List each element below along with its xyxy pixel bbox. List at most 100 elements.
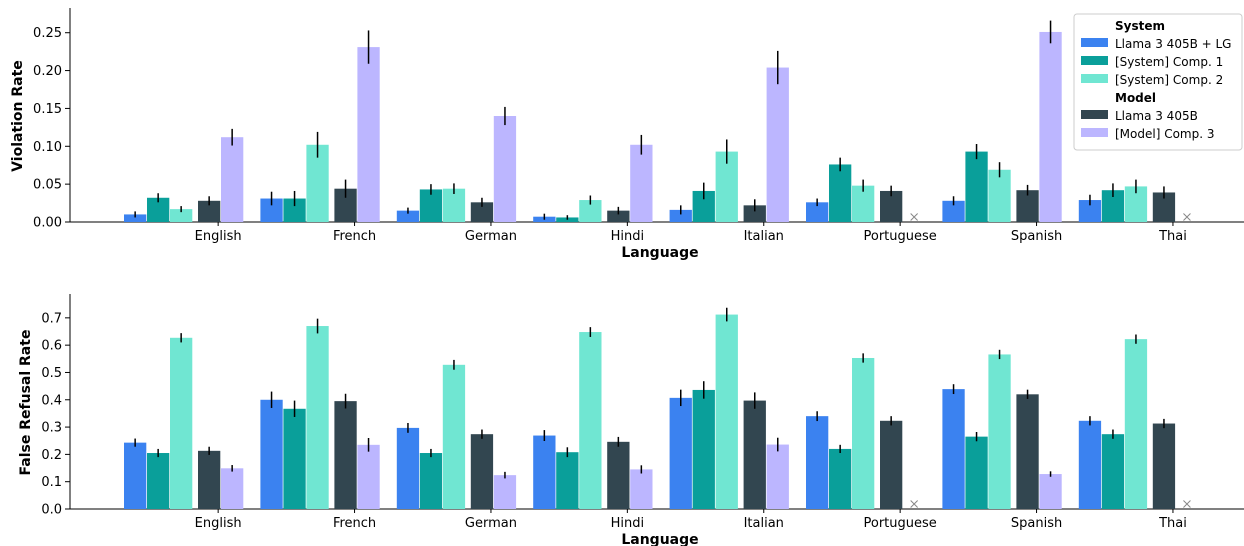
bar xyxy=(396,427,420,509)
bar xyxy=(306,326,329,509)
x-tick-label: Spanish xyxy=(1011,229,1062,244)
y-tick-label: 0.7 xyxy=(41,311,62,326)
bar xyxy=(1101,190,1125,222)
y-tick-label: 0.20 xyxy=(33,64,62,79)
bar xyxy=(470,202,494,222)
missing-marker xyxy=(1183,500,1191,508)
bar xyxy=(630,469,653,509)
bar xyxy=(419,189,443,222)
x-tick-label: Italian xyxy=(744,229,784,244)
bar xyxy=(283,198,306,222)
y-tick-label: 0.05 xyxy=(33,178,62,193)
bar xyxy=(692,190,715,222)
bar xyxy=(334,401,357,509)
bar xyxy=(1124,186,1148,222)
legend-box xyxy=(1073,13,1243,151)
legend-entry: [System] Comp. 1 xyxy=(1115,55,1223,69)
x-tick-label: Hindi xyxy=(611,516,645,531)
bar xyxy=(942,200,965,222)
y-tick-label: 0.15 xyxy=(33,102,62,117)
bar xyxy=(1124,339,1148,509)
legend-swatch xyxy=(1081,74,1108,83)
x-tick-label: English xyxy=(195,516,242,531)
x-tick-label: Portuguese xyxy=(864,229,937,244)
legend-entry: [Model] Comp. 3 xyxy=(1115,127,1215,141)
bar xyxy=(1152,192,1176,222)
bar xyxy=(942,389,965,509)
bar xyxy=(221,137,244,222)
x-axis-label: Language xyxy=(621,245,698,261)
x-tick-label: Thai xyxy=(1158,516,1187,531)
x-axis-label: Language xyxy=(621,532,698,546)
x-tick-label: Spanish xyxy=(1011,516,1062,531)
bar xyxy=(170,337,193,509)
bar xyxy=(198,450,221,509)
bar xyxy=(221,468,244,509)
bar xyxy=(880,190,903,222)
x-tick-label: French xyxy=(333,516,376,531)
legend-swatch xyxy=(1081,110,1108,119)
bar xyxy=(669,397,692,509)
bar xyxy=(852,185,875,222)
bar xyxy=(806,416,829,509)
x-tick-label: Italian xyxy=(744,516,784,531)
missing-marker xyxy=(910,500,919,508)
bar xyxy=(147,197,170,222)
bar xyxy=(170,209,193,222)
bar xyxy=(965,151,988,222)
missing-marker xyxy=(1183,213,1191,221)
bar xyxy=(198,200,221,222)
x-tick-label: English xyxy=(195,229,242,244)
y-tick-label: 0.5 xyxy=(41,366,62,381)
legend-entry: Llama 3 405B xyxy=(1115,109,1198,123)
bar xyxy=(260,198,283,222)
legend-entry: [System] Comp. 2 xyxy=(1115,73,1223,87)
bar xyxy=(1152,423,1176,509)
missing-marker xyxy=(910,213,919,221)
legend-swatch xyxy=(1081,128,1108,137)
bar xyxy=(1078,200,1102,222)
y-tick-label: 0.10 xyxy=(33,140,62,155)
bar xyxy=(1101,434,1125,509)
x-tick-label: German xyxy=(465,516,517,531)
bar xyxy=(852,357,875,509)
legend-entry: Llama 3 405B + LG xyxy=(1115,37,1231,51)
y-tick-label: 0.4 xyxy=(41,393,62,408)
legend-group-title: System xyxy=(1115,19,1165,33)
bar xyxy=(669,209,692,222)
bar xyxy=(470,434,494,509)
bar xyxy=(743,205,766,222)
y-tick-label: 0.2 xyxy=(41,448,62,463)
bar xyxy=(533,435,556,509)
bar xyxy=(357,47,380,222)
bar xyxy=(442,364,466,509)
bar xyxy=(965,436,988,509)
bar xyxy=(1039,31,1062,223)
bar xyxy=(396,210,420,222)
bar xyxy=(880,420,903,509)
legend-group-title: Model xyxy=(1115,91,1156,105)
bar xyxy=(493,116,517,222)
bar xyxy=(630,144,653,222)
bar xyxy=(806,202,829,222)
bar xyxy=(419,453,443,509)
y-tick-label: 0.25 xyxy=(33,26,62,41)
bar xyxy=(334,188,357,222)
bar xyxy=(715,151,738,222)
bar xyxy=(1039,474,1062,509)
bar xyxy=(124,214,147,222)
y-tick-label: 0.6 xyxy=(41,339,62,354)
bar xyxy=(556,452,579,509)
y-tick-label: 0.0 xyxy=(41,503,62,518)
y-tick-label: 0.00 xyxy=(33,216,62,231)
bar xyxy=(692,389,715,509)
bar xyxy=(607,210,630,222)
bar xyxy=(988,169,1011,222)
bar xyxy=(607,441,630,509)
bar xyxy=(579,332,602,509)
bar xyxy=(357,444,380,509)
bar xyxy=(766,444,789,509)
bar xyxy=(743,400,766,509)
bar xyxy=(260,399,283,509)
